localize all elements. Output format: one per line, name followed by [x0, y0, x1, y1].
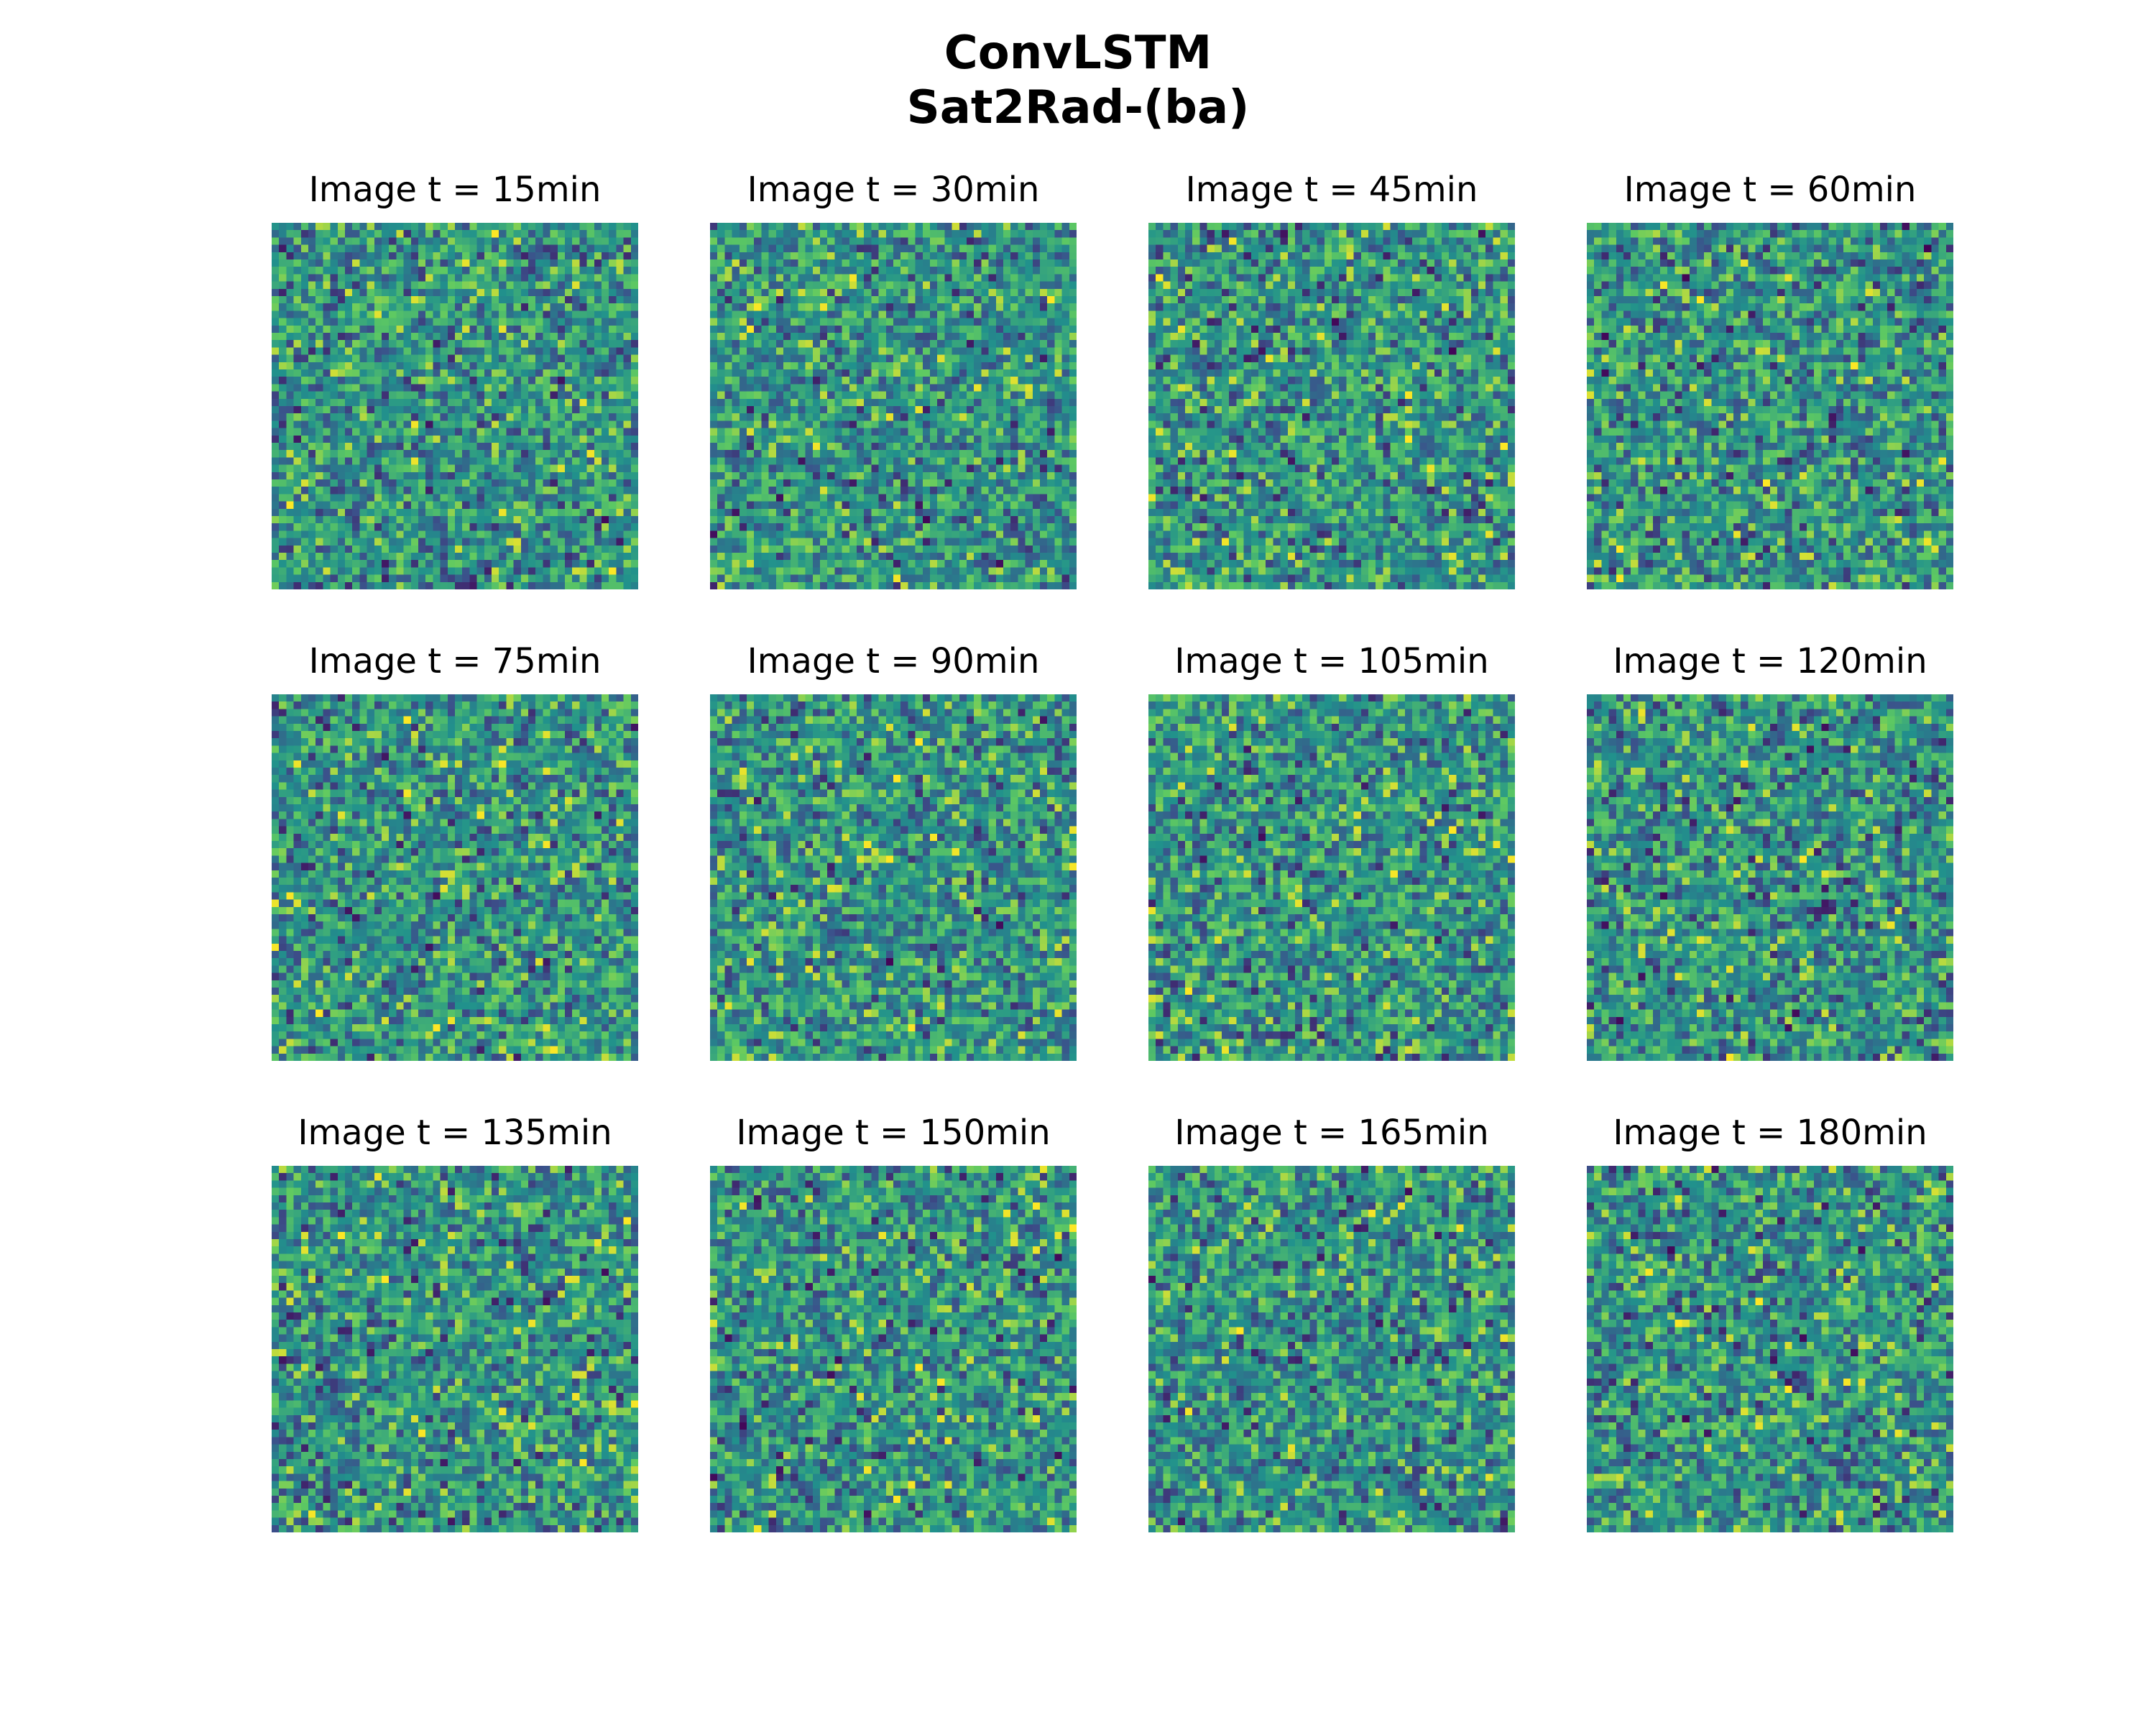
panel-title: Image t = 30min	[747, 170, 1040, 210]
panel-title: Image t = 60min	[1623, 170, 1917, 210]
figure-title: ConvLSTM	[944, 27, 1212, 80]
heatmap-image	[272, 694, 638, 1061]
heatmap-image	[1587, 223, 1953, 589]
panel-title: Image t = 45min	[1185, 170, 1478, 210]
heatmap-image	[710, 223, 1077, 589]
panel-title: Image t = 75min	[308, 641, 602, 681]
heatmap-image	[710, 1166, 1077, 1532]
panel-title: Image t = 105min	[1174, 641, 1489, 681]
heatmap-image	[1587, 694, 1953, 1061]
panel-title: Image t = 90min	[747, 641, 1040, 681]
heatmap-image	[710, 694, 1077, 1061]
panel-title: Image t = 135min	[298, 1113, 612, 1153]
heatmap-image	[272, 1166, 638, 1532]
figure-subtitle: Sat2Rad-(ba)	[906, 81, 1250, 134]
panel-title: Image t = 150min	[736, 1113, 1051, 1153]
heatmap-image	[1587, 1166, 1953, 1532]
panel-title: Image t = 165min	[1174, 1113, 1489, 1153]
heatmap-image	[1148, 223, 1515, 589]
panel-title: Image t = 15min	[308, 170, 602, 210]
heatmap-image	[1148, 694, 1515, 1061]
heatmap-image	[272, 223, 638, 589]
panel-title: Image t = 180min	[1613, 1113, 1927, 1153]
heatmap-image	[1148, 1166, 1515, 1532]
panel-title: Image t = 120min	[1613, 641, 1927, 681]
